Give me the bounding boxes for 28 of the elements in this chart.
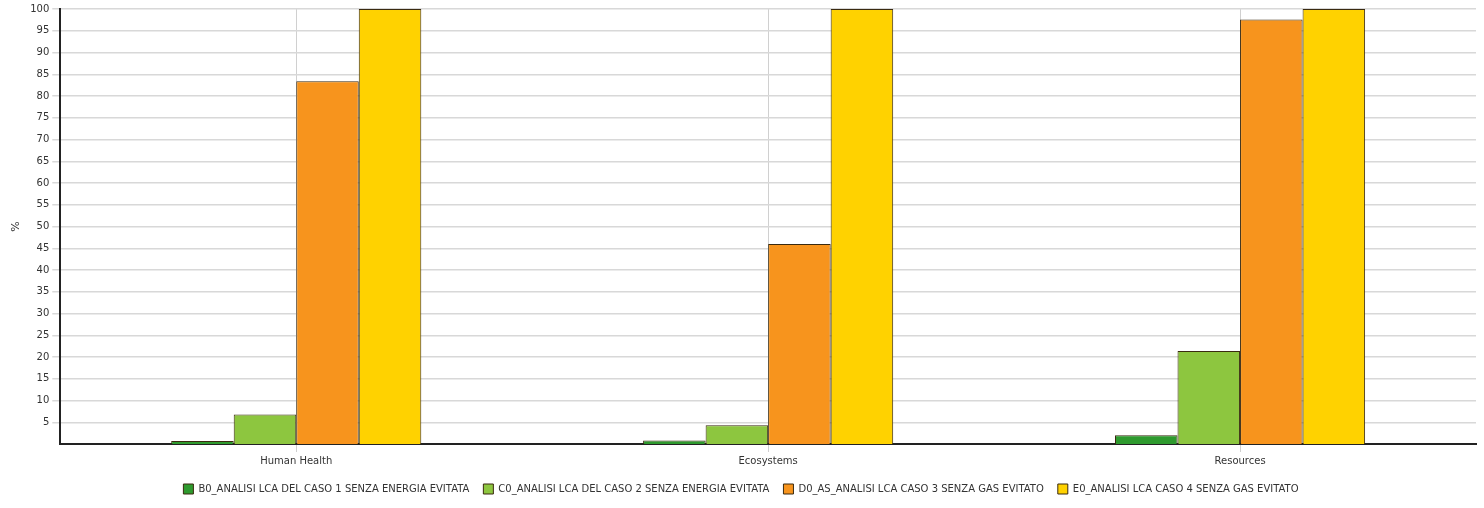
legend-label: B0_ANALISI LCA DEL CASO 1 SENZA ENERGIA EVITATA <box>198 482 470 495</box>
y-tick-label: 35 <box>36 285 50 297</box>
y-tick-label: 70 <box>36 133 50 145</box>
y-tick-label: 25 <box>36 328 50 340</box>
x-tick-label: Resources <box>1214 454 1266 466</box>
y-tick-label: 80 <box>36 89 50 101</box>
y-tick-label: 40 <box>36 263 50 275</box>
x-tick-label: Human Health <box>260 454 333 466</box>
y-axis-title: % <box>9 221 23 232</box>
y-tick-label: 30 <box>36 307 50 319</box>
x-tick-label: Ecosystems <box>738 454 798 466</box>
y-tick-label: 95 <box>36 24 50 36</box>
y-tick-label: 50 <box>36 220 50 232</box>
y-tick-label: 100 <box>30 2 50 14</box>
y-tick-label: 90 <box>36 46 50 58</box>
y-tick-label: 75 <box>36 111 50 123</box>
y-tick-label: 85 <box>36 67 50 79</box>
y-tick-label: 5 <box>42 415 50 427</box>
y-tick-label: 10 <box>36 394 50 406</box>
legend-label: C0_ANALISI LCA DEL CASO 2 SENZA ENERGIA EVITATA <box>498 482 770 495</box>
y-tick-label: 65 <box>36 154 50 166</box>
y-tick-label: 45 <box>36 241 50 253</box>
y-tick-label: 15 <box>36 372 50 384</box>
y-tick-label: 20 <box>36 350 50 362</box>
y-tick-label: 60 <box>36 176 50 188</box>
legend-label: D0_AS_ANALISI LCA CASO 3 SENZA GAS EVITATO <box>798 482 1044 495</box>
y-tick-label: 55 <box>36 198 50 210</box>
legend-label: E0_ANALISI LCA CASO 4 SENZA GAS EVITATO <box>1072 482 1299 495</box>
